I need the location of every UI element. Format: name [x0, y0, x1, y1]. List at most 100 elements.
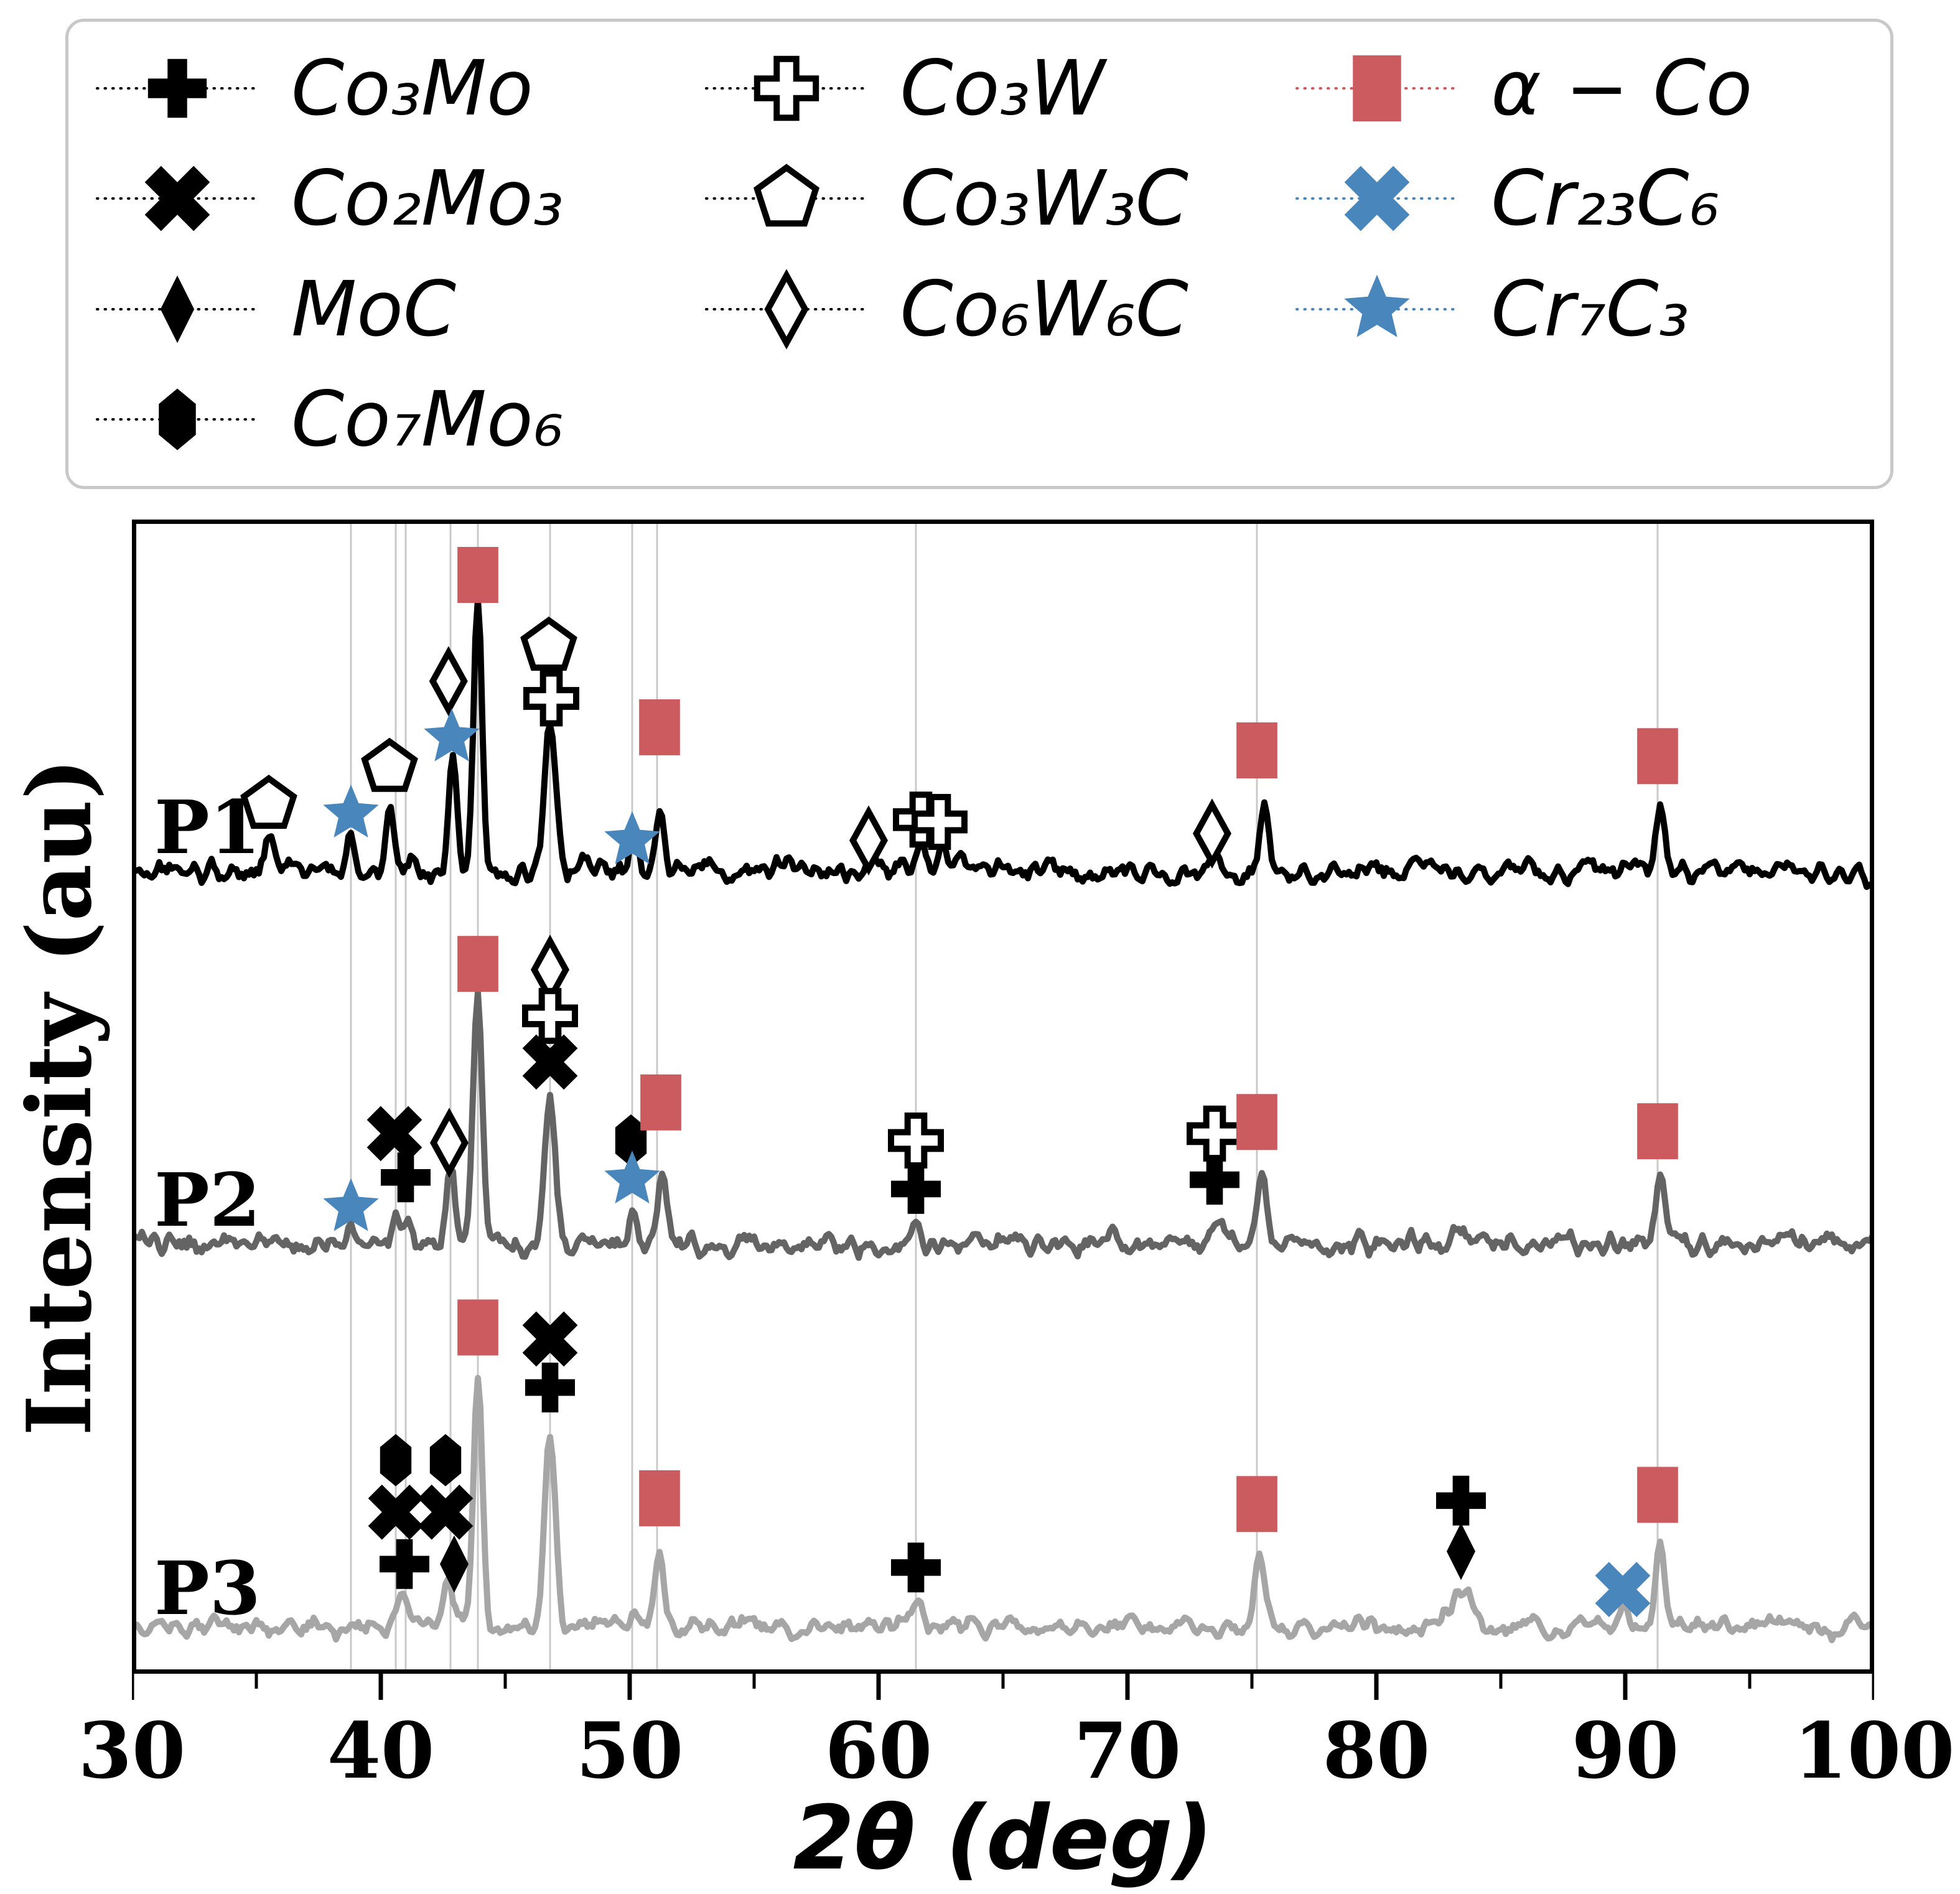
legend-key-Co3Mo [96, 58, 259, 118]
x-tick-label-60: 60 [824, 1706, 933, 1796]
marker-alpha-Co-P1 [639, 699, 680, 755]
marker-Co3W-P1 [912, 794, 968, 850]
legend-key-Co3W [704, 55, 868, 121]
marker-Co3W-P2 [522, 987, 578, 1044]
x-tick-label-40: 40 [327, 1706, 435, 1796]
marker-Co7Mo6-P3 [429, 1434, 462, 1486]
legend-label-MoC: MoC [291, 264, 457, 353]
legend-entry-Co7Mo6: Co₇Mo₆ [93, 365, 702, 475]
legend-label-Co2Mo3: Co₂Mo₃ [291, 154, 564, 243]
legend-entry-MoC: MoC [93, 254, 702, 365]
legend-label-Cr23C6: Cr₂₃C₆ [1491, 154, 1720, 243]
series-label-P1: P1 [154, 784, 261, 870]
legend-key-Cr7C3 [1295, 274, 1459, 337]
marker-alpha-Co-P2 [1637, 1103, 1678, 1160]
filled-star-icon [1344, 274, 1410, 337]
marker-Co3W-P2 [888, 1113, 944, 1169]
legend-entry-Co6W6C: Co₆W₆C [702, 254, 1294, 365]
marker-Co6W6C-P1 [429, 646, 468, 717]
legend-key-alpha-Co [1295, 55, 1459, 121]
marker-alpha-Co-P2 [457, 936, 498, 992]
legend-key-Co7Mo6 [96, 388, 259, 450]
marker-alpha-Co-P3 [457, 1299, 498, 1356]
legend-label-alpha-Co: α − Co [1491, 44, 1753, 133]
marker-Cr7C3-P1 [604, 811, 660, 864]
marker-Co6W6C-P2 [429, 1108, 469, 1178]
marker-Co6W6C-P1 [1192, 798, 1232, 869]
legend-label-Co7Mo6: Co₇Mo₆ [291, 375, 564, 464]
marker-Co3W-P1 [523, 670, 579, 727]
marker-Co3W3C-P1 [520, 616, 577, 671]
marker-Co3Mo-P3 [1436, 1475, 1486, 1526]
legend-key-Cr23C6 [1295, 166, 1459, 231]
legend-key-Co2Mo3 [96, 166, 259, 231]
marker-Co7Mo6-P2 [615, 1114, 647, 1167]
filled-x-icon [144, 166, 210, 231]
marker-MoC-P3 [440, 1535, 469, 1593]
marker-Co3Mo-P2 [891, 1164, 941, 1214]
plot-canvas [132, 520, 1874, 1674]
legend-label-Co3W: Co₃W [900, 44, 1105, 133]
legend-label-Cr7C3: Cr₇C₃ [1491, 264, 1689, 353]
plot-border [132, 520, 1874, 1674]
legend-entry-Co3W3C: Co₃W₃C [702, 144, 1294, 254]
marker-Co2Mo3-P3 [418, 1484, 474, 1540]
marker-Cr7C3-P1 [424, 708, 480, 762]
marker-Co6W6C-P1 [849, 805, 889, 876]
legend-label-Co3W3C: Co₃W₃C [900, 154, 1188, 243]
marker-Co3W-P2 [1187, 1105, 1243, 1162]
marker-Co3W3C-P1 [240, 775, 297, 829]
marker-Co7Mo6-P3 [380, 1434, 412, 1486]
marker-Co2Mo3-P2 [366, 1106, 422, 1162]
series-label-P3: P3 [154, 1545, 261, 1631]
filled-diamond-icon [160, 275, 195, 343]
plot-area: P1 P2 P3 [132, 520, 1874, 1674]
marker-Co2Mo3-P3 [368, 1484, 424, 1540]
x-axis-ticks [132, 1674, 1874, 1700]
legend: Co₃Mo Co₂Mo₃ MoC Co₇Mo₆ Co₃W Co₃W₃C Co₆W₆C α − … [65, 19, 1893, 489]
trace-P2 [132, 989, 1874, 1261]
marker-alpha-Co-P3 [1236, 1476, 1277, 1532]
y-axis-title-wrap: Intensity (au) [4, 520, 116, 1674]
marker-Cr7C3-P1 [323, 785, 379, 837]
open-plus-icon [754, 55, 819, 121]
marker-Co3Mo-P3 [891, 1542, 941, 1593]
x-tick-label-90: 90 [1571, 1706, 1679, 1796]
marker-Cr7C3-P2 [604, 1150, 660, 1204]
legend-label-Co3Mo: Co₃Mo [291, 44, 533, 133]
filled-x-icon [1344, 166, 1410, 231]
x-tick-label-50: 50 [576, 1706, 684, 1796]
trace-P1 [132, 595, 1874, 890]
legend-entry-Co3Mo: Co₃Mo [93, 33, 702, 144]
legend-entry-Co3W: Co₃W [702, 33, 1294, 144]
legend-key-Co6W6C [704, 269, 868, 350]
marker-Cr7C3-P2 [323, 1178, 379, 1231]
marker-alpha-Co-P1 [1236, 722, 1277, 778]
legend-label-Co6W6C: Co₆W₆C [900, 264, 1188, 353]
legend-entry-alpha-Co: α − Co [1293, 33, 1884, 144]
marker-Co3W3C-P1 [361, 737, 418, 792]
marker-Cr23C6-P3 [1595, 1562, 1651, 1617]
x-tick-label-30: 30 [78, 1706, 186, 1796]
marker-MoC-P3 [1447, 1523, 1475, 1580]
marker-Co3Mo-P2 [381, 1152, 431, 1203]
marker-Co3Mo-P3 [525, 1363, 575, 1412]
marker-alpha-Co-P1 [457, 547, 498, 603]
marker-Co3Mo-P3 [380, 1539, 429, 1589]
legend-key-MoC [96, 275, 259, 343]
series-label-P2: P2 [154, 1157, 261, 1243]
x-tick-label-100: 100 [1793, 1706, 1955, 1796]
legend-entry-Cr23C6: Cr₂₃C₆ [1293, 144, 1884, 254]
filled-square-icon [1353, 55, 1402, 121]
legend-entry-Co2Mo3: Co₂Mo₃ [93, 144, 702, 254]
trace-P3 [132, 1374, 1874, 1643]
marker-alpha-Co-P2 [640, 1074, 681, 1131]
marker-Co3Mo-P2 [1190, 1155, 1239, 1205]
x-axis-title: 2θ (deg) [793, 1787, 1213, 1890]
open-diamond-icon [763, 269, 809, 350]
marker-alpha-Co-P3 [1637, 1467, 1678, 1523]
marker-alpha-Co-P3 [639, 1470, 680, 1526]
open-pentagon-icon [753, 164, 819, 227]
x-tick-label-80: 80 [1322, 1706, 1430, 1796]
